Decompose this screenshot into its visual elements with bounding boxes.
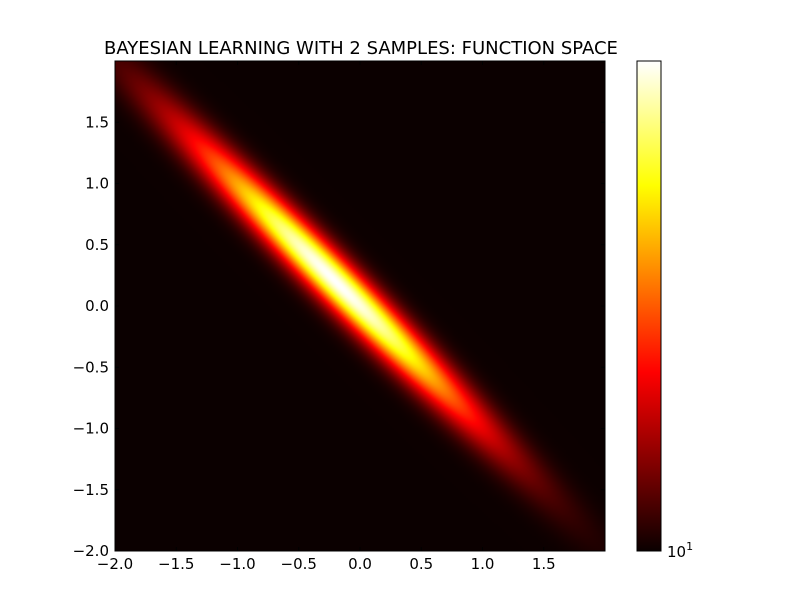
y-tick-label: 1.5: [85, 113, 109, 131]
x-tick-label: −1.5: [158, 555, 194, 573]
y-tick-label: −1.0: [73, 420, 109, 438]
x-tick-label: 0.5: [409, 555, 433, 573]
x-tick-label: 1.5: [532, 555, 556, 573]
chart-title: BAYESIAN LEARNING WITH 2 SAMPLES: FUNCTI…: [104, 38, 618, 59]
y-axis-ticks: −2.0 −1.5 −1.0 −0.5 0.0 0.5 1.0 1.5: [73, 113, 605, 560]
y-tick-label: −1.5: [73, 481, 109, 499]
heatmap-canvas: [115, 61, 605, 551]
x-tick-label: 1.0: [471, 555, 495, 573]
x-axis-ticks: −2.0 −1.5 −1.0 −0.5 0.0 0.5 1.0 1.5: [97, 61, 556, 573]
y-tick-label: 1.0: [85, 175, 109, 193]
x-tick-label: −2.0: [97, 555, 133, 573]
heatmap-area: [115, 61, 605, 551]
x-tick-label: 0.0: [348, 555, 372, 573]
y-tick-label: 0.0: [85, 297, 109, 315]
y-tick-label: 0.5: [85, 236, 109, 254]
colorbar-tick-label: 101: [667, 540, 693, 561]
colorbar: [636, 60, 662, 552]
y-tick-label: −0.5: [73, 358, 109, 376]
x-tick-label: −1.0: [219, 555, 255, 573]
x-tick-label: −0.5: [281, 555, 317, 573]
y-tick-label: −2.0: [73, 542, 109, 560]
